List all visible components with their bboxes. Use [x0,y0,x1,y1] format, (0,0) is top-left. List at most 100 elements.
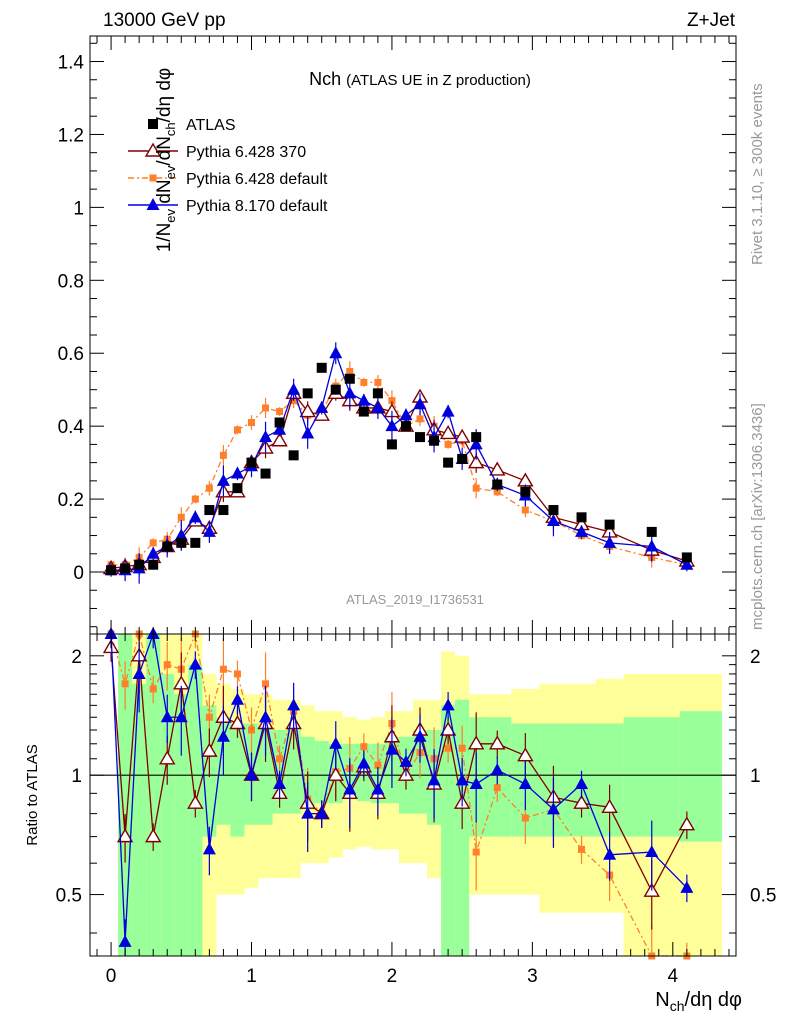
ratio-y-tick-label-left: 2 [71,647,82,668]
main-point-atlas [372,388,383,399]
main-point-atlas [548,505,559,516]
ratio-point-py6_default [493,784,501,792]
main-point-py6_370 [271,432,288,447]
main-point-py6_370 [467,454,485,469]
ratio-point-py8 [273,777,287,790]
ratio-y-tick-label-right: 0.5 [750,886,776,907]
ratio-band-inner [258,727,273,825]
main-point-atlas [646,526,657,537]
ratio-plot-area [90,627,736,960]
ratio-point-py8 [160,710,174,723]
main-title-name: Nch [309,69,341,89]
main-point-py8 [259,430,273,443]
main-point-py8 [315,400,329,413]
ratio-point-py6_370 [144,828,162,843]
y-tick-label: 0 [73,563,84,584]
main-point-atlas [344,373,355,384]
ratio-point-py8 [259,710,273,723]
main-point-py6_default [388,397,396,405]
ratio-point-py8 [371,782,385,795]
ratio-point-py8 [645,845,659,858]
ratio-point-py6_370 [439,721,457,736]
ratio-point-py8 [399,754,413,767]
main-point-py8 [546,513,560,526]
ratio-point-py8 [427,773,441,786]
x-tick-label: 3 [527,966,538,987]
main-point-py8 [202,524,216,537]
x-tick-label: 1 [246,966,257,987]
main-point-py8 [343,386,357,399]
main-point-py8 [146,546,160,559]
ratio-point-py8 [301,806,315,819]
ratio-point-py8 [413,729,427,742]
ratio-band-inner [230,723,245,837]
source-label: mcplots.cern.ch [arXiv:1306.3436] [749,403,766,630]
ratio-point-py8 [343,782,357,795]
main-point-py6_370 [299,403,316,418]
ratio-point-py6_370 [159,750,176,765]
main-point-py6_default [346,367,354,375]
ratio-point-py8 [455,773,469,786]
legend-label-atlas: ATLAS [186,117,236,134]
x-tick-label: 0 [106,966,117,987]
main-point-atlas [176,537,187,548]
ratio-series-py8 [104,627,694,956]
beam-label: 13000 GeV pp [103,10,226,31]
main-title-sub: (ATLAS UE in Z production) [346,72,531,89]
main-point-atlas [218,505,229,516]
ratio-point-py6_default [521,814,529,822]
main-point-py8 [287,382,301,395]
ratio-point-py8 [518,777,532,790]
ratio-band-inner [146,634,161,956]
ratio-point-py6_default [233,670,241,678]
main-point-py8 [603,535,617,548]
main-point-atlas [204,505,215,516]
ratio-point-py6_370 [229,715,246,730]
main-point-atlas [260,468,271,479]
ratio-point-py6_370 [678,816,696,831]
ratio-frame [89,633,737,957]
ratio-point-py6_default [248,726,255,734]
rivet-label: Rivet 3.1.10, ≥ 300k events [749,83,766,265]
ratio-point-py8 [329,736,343,749]
main-point-py6_default [233,426,241,434]
main-point-atlas [386,439,397,450]
ratio-point-py8 [132,666,146,679]
ratio-y-tick-label-left: 1 [71,766,82,787]
main-point-py8 [216,473,230,486]
ratio-point-py8 [603,847,617,860]
ratio-band-inner [160,673,175,956]
ratio-line-py6_370 [110,647,688,893]
main-title: Nch (ATLAS UE in Z production) [309,69,531,89]
ratio-band-inner [286,730,301,814]
main-point-py8 [441,404,455,417]
ratio-point-py6_default [374,761,382,769]
main-point-py6_default [472,484,480,492]
ratio-point-py8 [680,880,694,893]
main-point-atlas [604,519,615,530]
main-point-atlas [120,563,131,574]
ratio-point-py6_default [149,685,157,693]
main-point-atlas [358,406,369,417]
ratio-point-py6_370 [601,798,618,813]
x-ticks: 0 1 2 3 4 [96,36,730,987]
ratio-band-inner [441,705,456,956]
main-point-py8 [174,528,188,541]
ratio-point-py6_default [262,680,270,688]
y-tick-label: 0.2 [58,490,84,511]
main-point-py8 [399,408,413,421]
main-point-py6_default [276,408,284,416]
main-point-py6_default [416,415,424,423]
x-tick-label: 4 [668,966,679,987]
ratio-point-py6_370 [573,794,590,809]
main-point-py6_default [248,419,255,427]
ratio-y-tick-label-right: 2 [750,647,761,668]
main-point-atlas [520,486,531,497]
main-point-atlas [232,483,243,494]
ratio-point-py6_370 [116,828,134,843]
y-tick-label: 1.4 [58,53,85,74]
legend-marker-py6_370 [144,142,162,157]
ratio-point-py8 [575,777,589,790]
ratio-point-py6_370 [327,766,344,781]
